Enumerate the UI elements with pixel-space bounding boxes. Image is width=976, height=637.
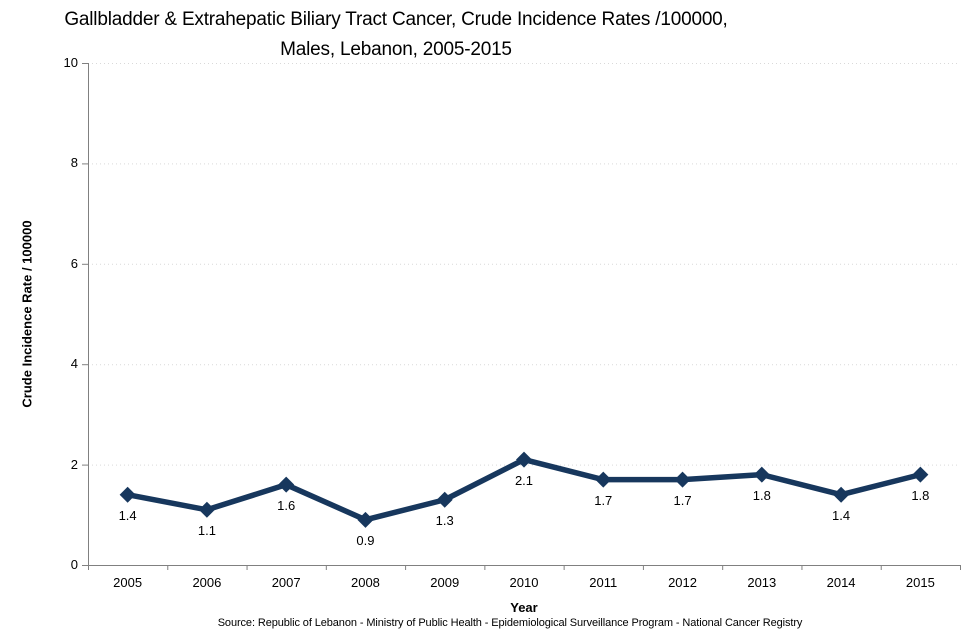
y-tick-label: 10 (63, 55, 78, 70)
data-point-marker (357, 511, 374, 528)
x-axis-title: Year (510, 600, 538, 615)
data-point-marker (516, 451, 532, 468)
x-tick-label: 2007 (271, 575, 301, 590)
x-tick-label: 2014 (826, 575, 856, 590)
data-point-label: 1.3 (435, 512, 454, 528)
data-point-marker (278, 476, 295, 493)
data-point-label: 1.8 (752, 487, 771, 503)
data-point-label: 2.1 (514, 472, 534, 488)
x-tick-label: 2012 (668, 575, 697, 590)
data-point-label: 1.4 (832, 507, 851, 523)
data-point-label: 1.7 (673, 492, 692, 508)
x-tick-label: 2011 (589, 575, 618, 590)
y-tick-label: 6 (70, 255, 78, 271)
data-point-label: 1.4 (118, 507, 137, 523)
data-point-label: 0.9 (356, 532, 375, 548)
chart-title-line1: Gallbladder & Extrahepatic Biliary Tract… (64, 9, 728, 30)
data-point-label: 1.7 (594, 492, 613, 508)
x-tick-label: 2015 (905, 575, 935, 590)
x-tick-label: 2010 (509, 575, 539, 590)
data-point-label: 1.6 (277, 497, 296, 513)
x-tick-label: 2008 (350, 575, 380, 590)
data-point-marker (674, 471, 691, 488)
y-tick-label: 4 (70, 356, 78, 372)
y-tick-label: 0 (70, 557, 78, 572)
x-tick-label: 2006 (192, 575, 222, 590)
data-point-marker (912, 466, 929, 483)
x-tick-label: 2009 (430, 575, 460, 590)
data-point-marker (595, 471, 612, 488)
y-tick-label: 8 (70, 155, 78, 171)
source-note: Source: Republic of Lebanon - Ministry o… (217, 617, 803, 629)
chart-title: Gallbladder & Extrahepatic Biliary Tract… (0, 5, 792, 65)
x-tick-label: 2005 (113, 575, 143, 590)
y-tick-label: 2 (70, 456, 78, 472)
data-point-label: 1.1 (197, 522, 216, 538)
data-point-marker (119, 486, 136, 503)
data-point-marker (436, 491, 453, 508)
data-point-label: 1.8 (911, 487, 930, 503)
data-point-marker (833, 486, 850, 503)
chart-title-line2: Males, Lebanon, 2005-2015 (280, 39, 512, 60)
series-line (124, 456, 924, 523)
data-point-marker (753, 466, 770, 483)
x-tick-label: 2013 (747, 575, 777, 590)
data-point-marker (198, 501, 215, 518)
